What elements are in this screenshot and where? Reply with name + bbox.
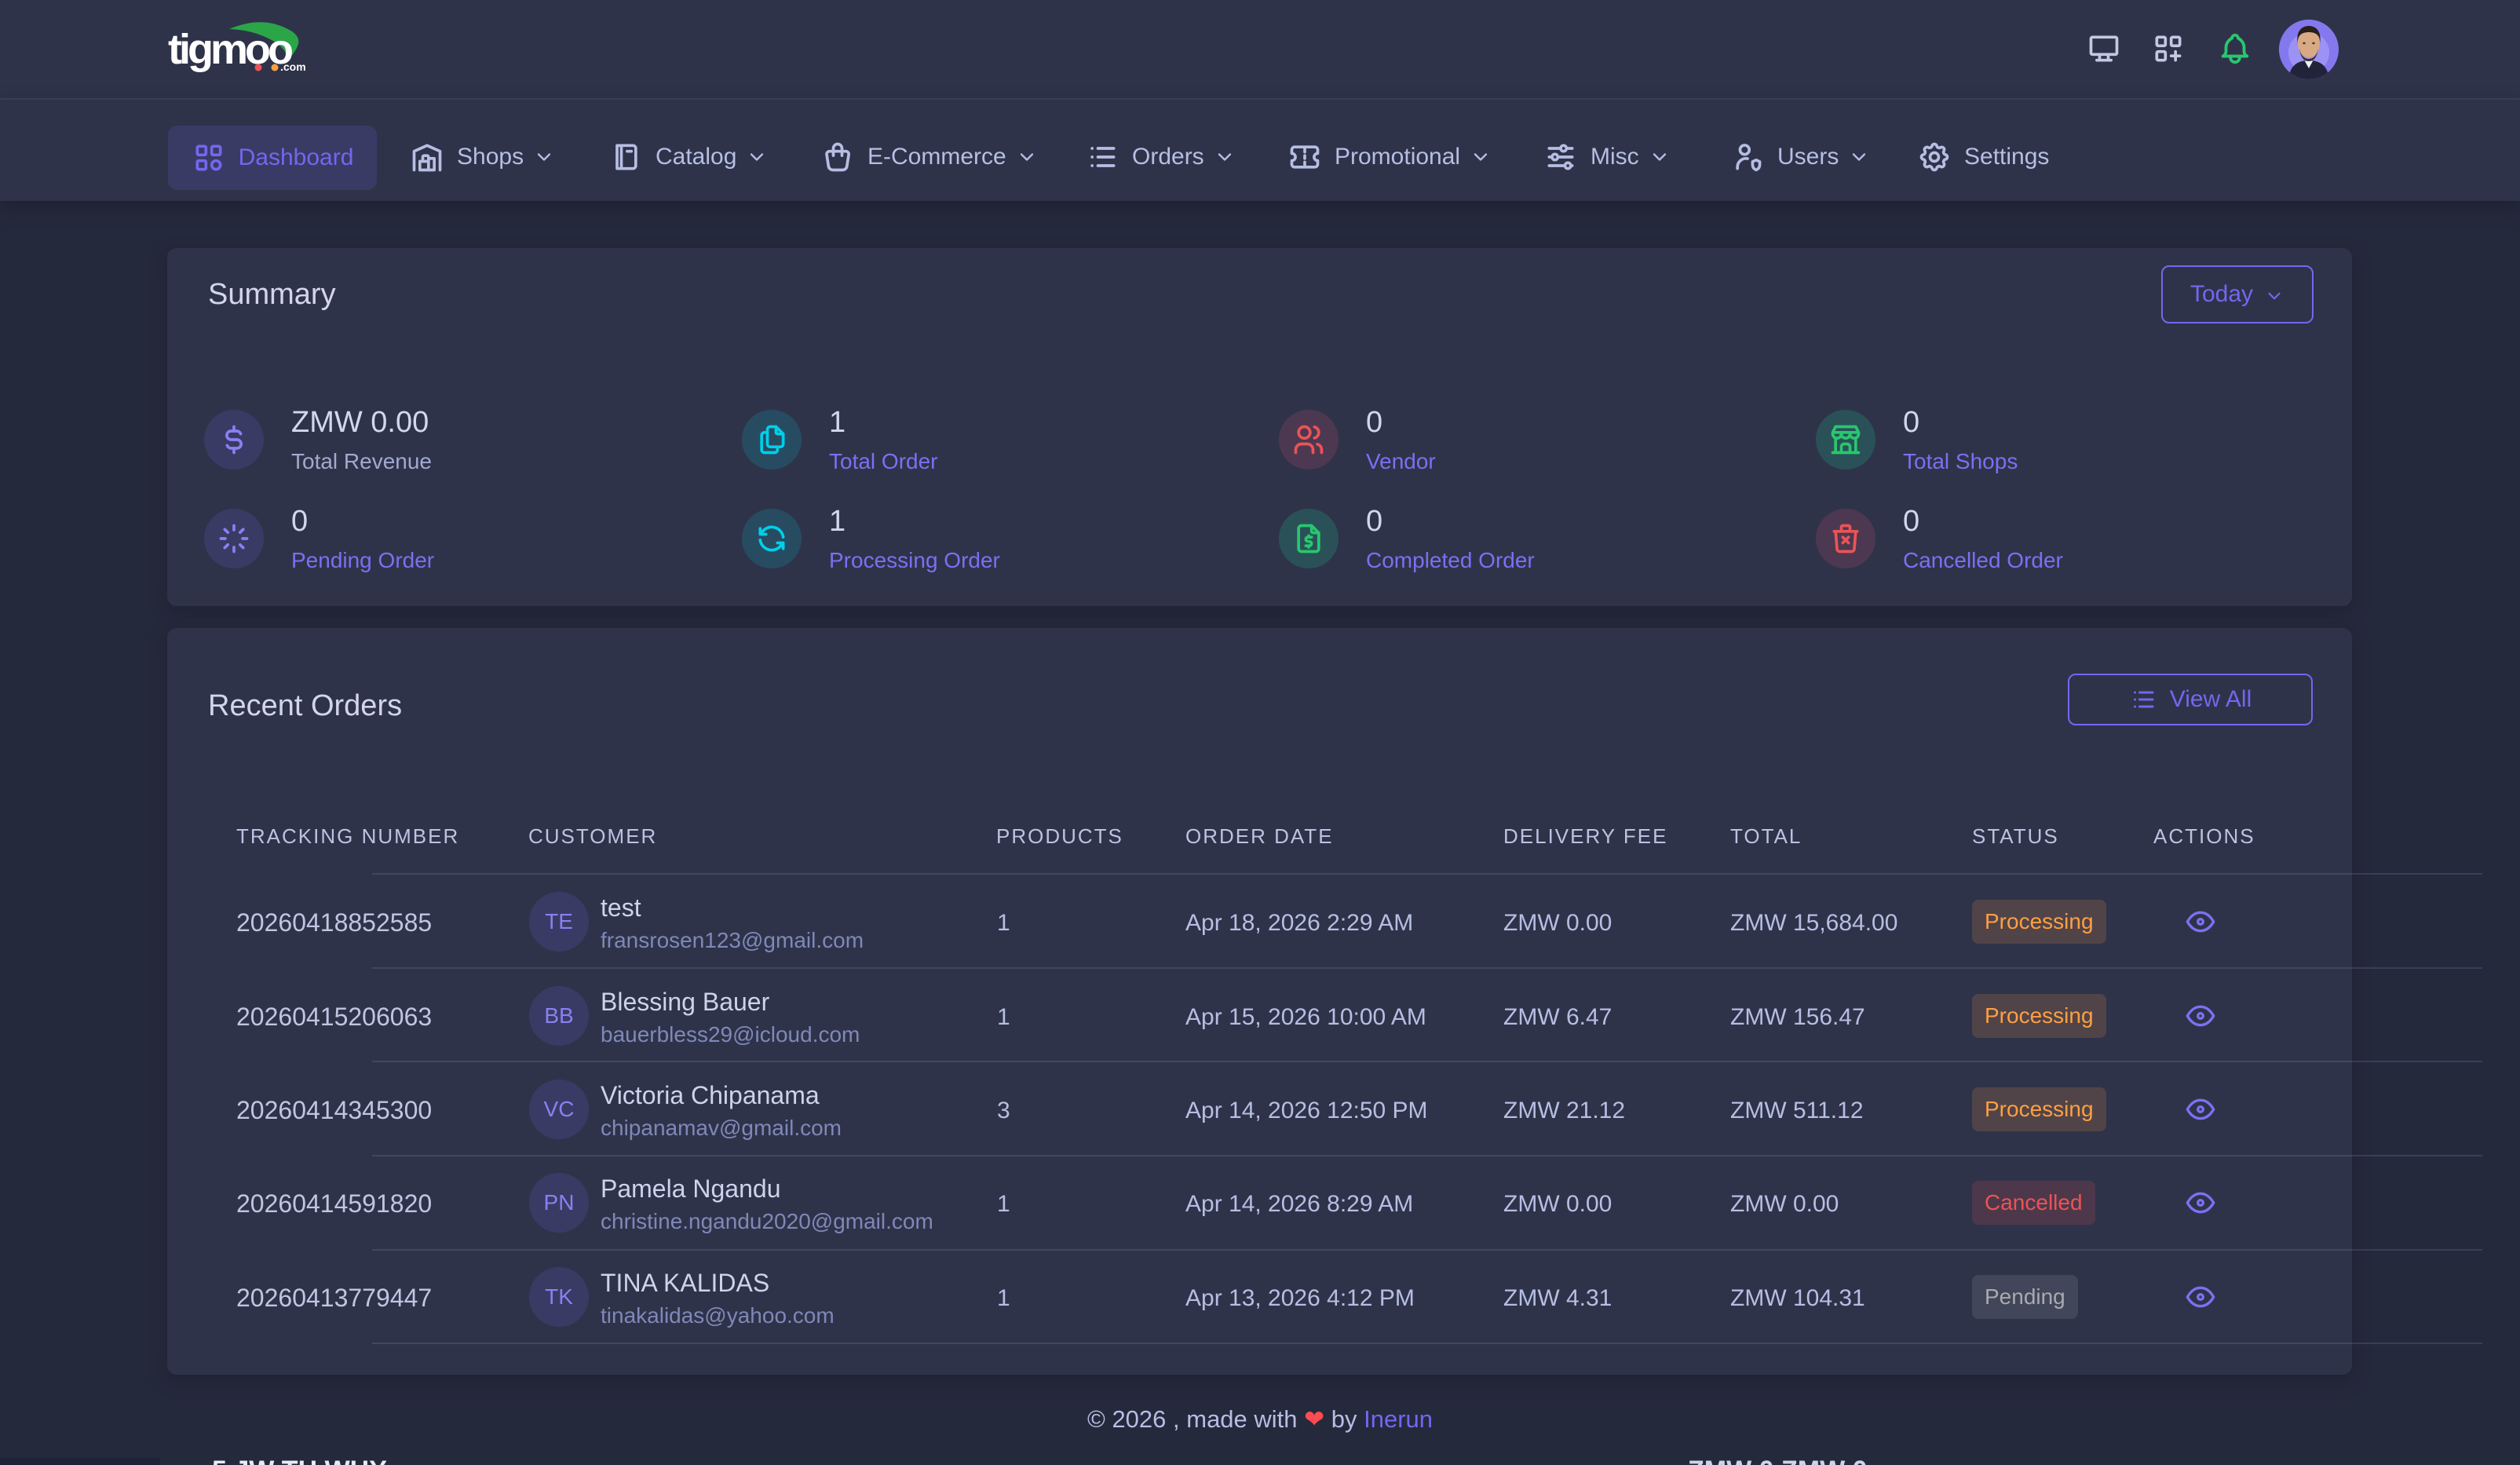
svg-text:.com: .com [280, 60, 306, 73]
